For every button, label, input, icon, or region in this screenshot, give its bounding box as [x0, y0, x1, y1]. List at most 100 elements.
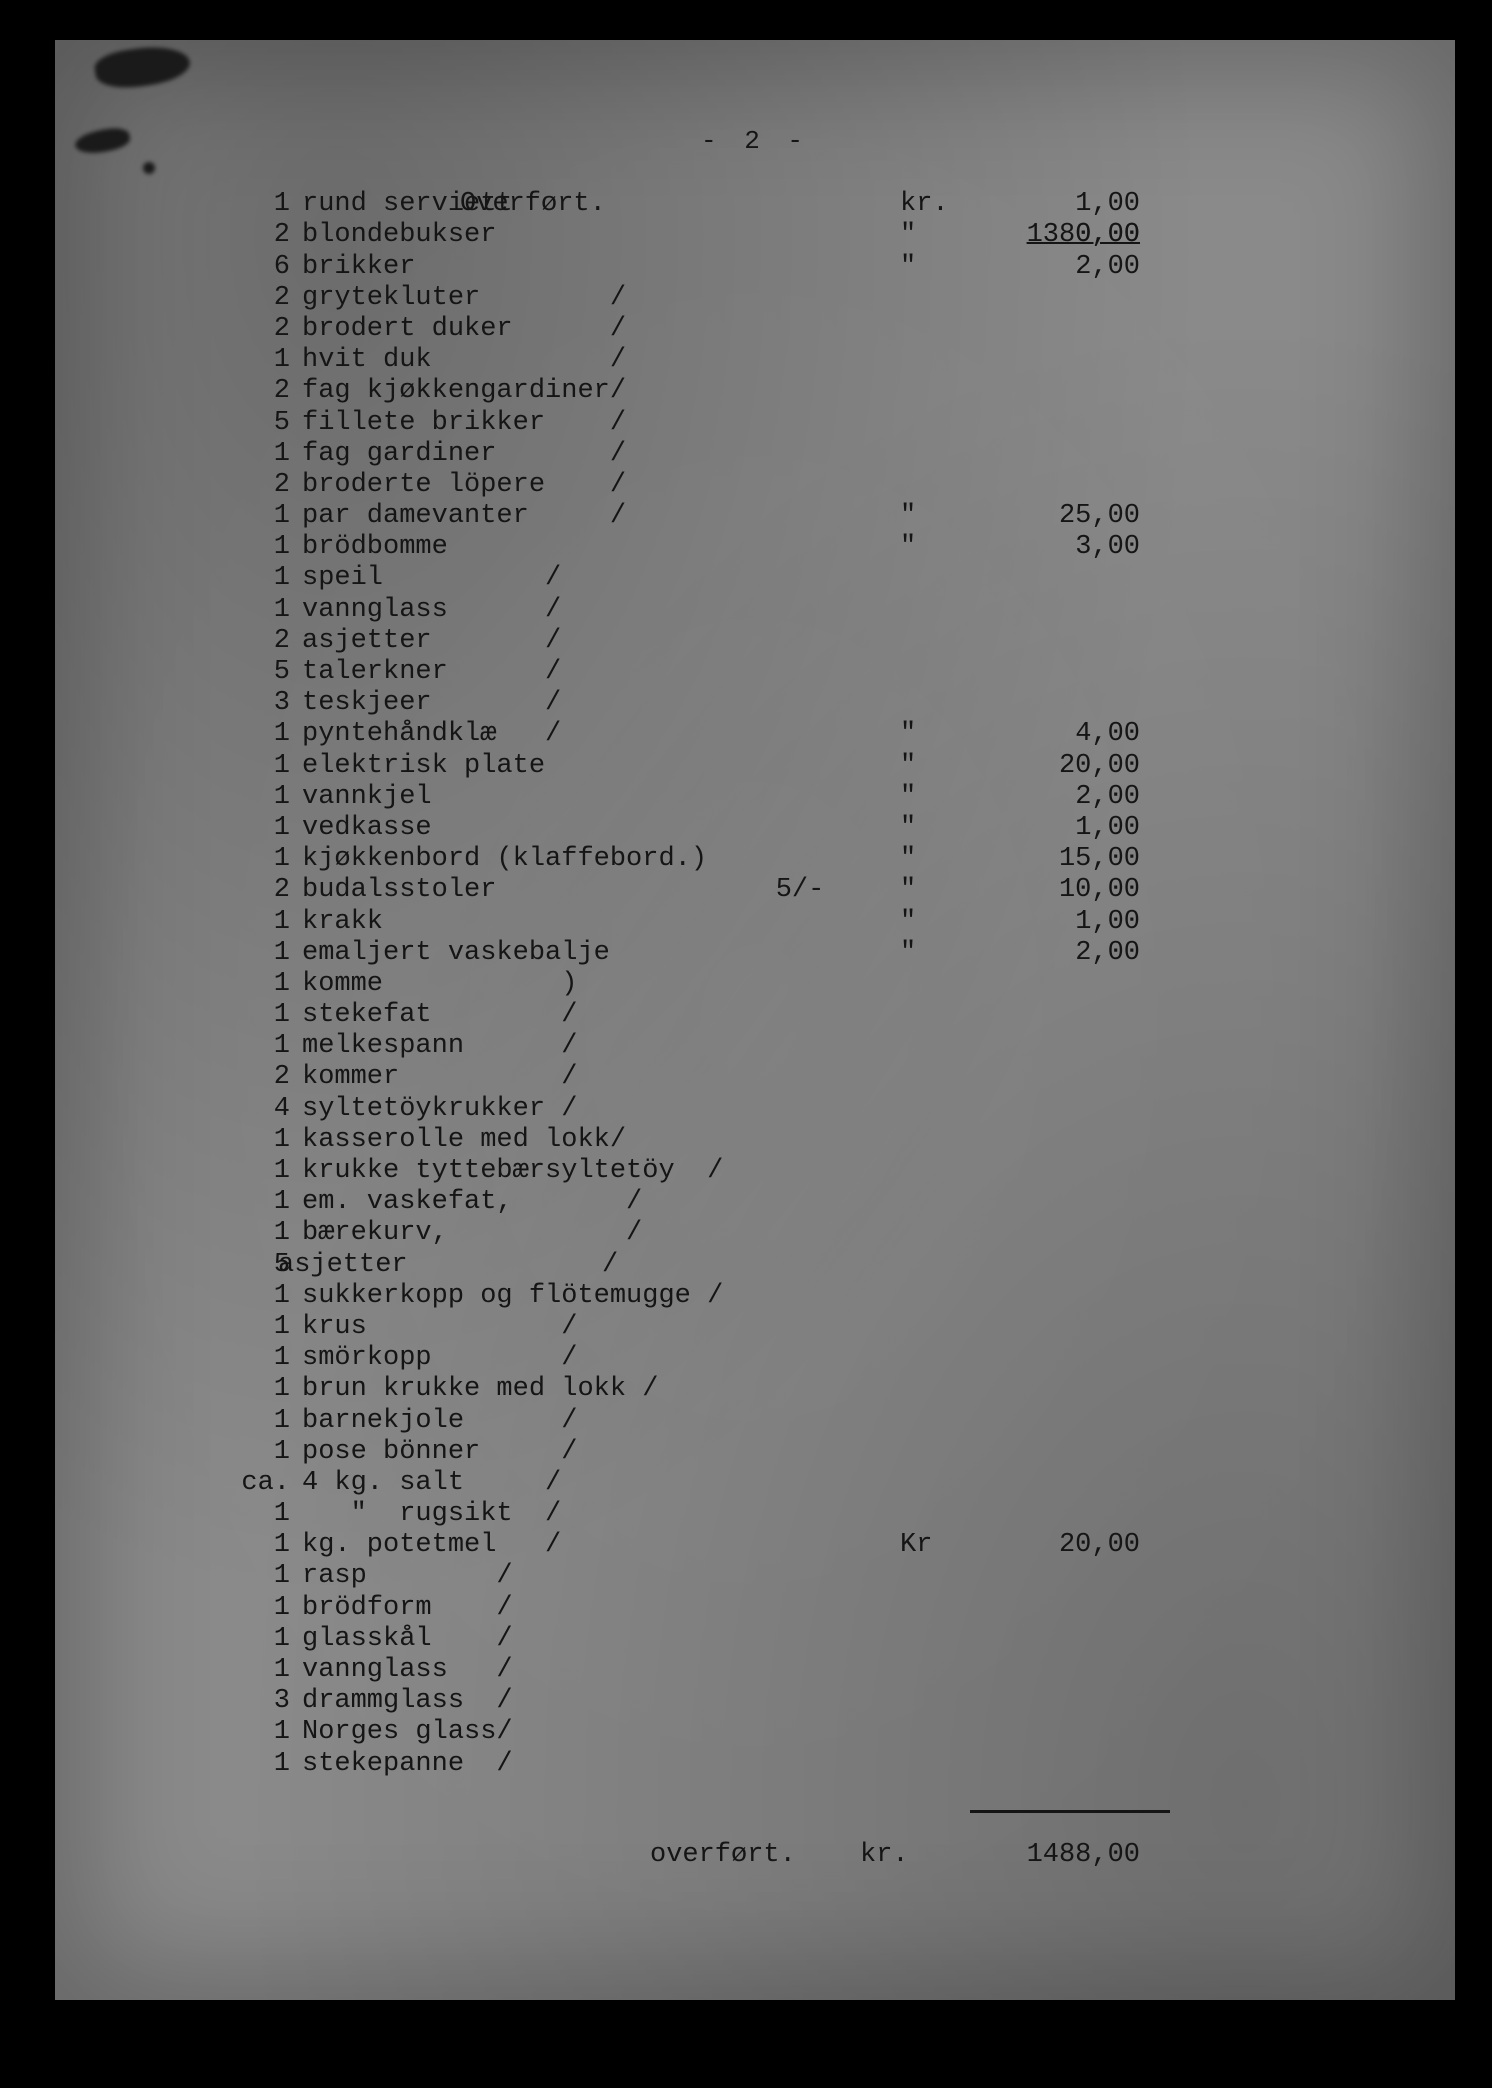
row-qty: 3: [220, 688, 290, 719]
ledger-row: ca.4 kg. salt /: [220, 1468, 1320, 1499]
row-description: krukke tyttebærsyltetöy /: [302, 1156, 922, 1187]
row-qty: 1: [220, 1749, 290, 1780]
row-qty: 1: [220, 1655, 290, 1686]
row-description: vannglass /: [302, 595, 922, 626]
row-description: fag gardiner /: [302, 439, 922, 470]
subtotal-rule: [970, 1810, 1170, 1813]
row-qty: 2: [220, 626, 290, 657]
row-qty: 1: [220, 813, 290, 844]
ledger-row: 2 asjetter /: [220, 626, 1320, 657]
row-description: rasp /: [302, 1561, 922, 1592]
row-description: kasserolle med lokk/: [302, 1125, 922, 1156]
row-qty: 5: [220, 408, 290, 439]
row-qty: 2: [220, 875, 290, 906]
row-qty: 3: [220, 1686, 290, 1717]
row-description: brikker: [302, 252, 922, 283]
ledger-row: 1pyntehåndklæ /"4,00: [220, 719, 1320, 750]
row-amount: 20,00: [980, 1530, 1140, 1561]
ledger-row: 1bærekurv, /: [220, 1218, 1320, 1249]
row-description: talerkner /: [302, 657, 922, 688]
row-currency: ": [900, 844, 970, 875]
row-qty: 1: [220, 1717, 290, 1748]
row-qty: 1: [220, 1187, 290, 1218]
row-qty: 1: [220, 439, 290, 470]
row-qty: 4: [220, 1094, 290, 1125]
row-qty: 2: [220, 283, 290, 314]
row-amount: 2,00: [980, 938, 1140, 969]
row-description: stekefat /: [302, 1000, 922, 1031]
row-qty: 2: [220, 314, 290, 345]
ledger-row: 5asjetter /: [220, 1250, 1320, 1281]
row-qty: 6: [220, 252, 290, 283]
row-description: kommer /: [302, 1062, 922, 1093]
ink-smudge: [143, 162, 155, 174]
row-description: brödbomme: [302, 532, 922, 563]
carried-forward-header: Overført. 1380,00: [220, 158, 1320, 189]
ledger-row: 1 fag gardiner /: [220, 439, 1320, 470]
row-qty: 5: [220, 657, 290, 688]
row-description: fillete brikker /: [302, 408, 922, 439]
row-description: syltetöykrukker /: [302, 1094, 922, 1125]
ledger-row: 3drammglass /: [220, 1686, 1320, 1717]
row-qty: ca.: [220, 1468, 290, 1499]
row-amount: 2,00: [980, 782, 1140, 813]
row-description: fag kjøkkengardiner/: [302, 376, 922, 407]
ledger-row: 2budalsstoler5/-"10,00: [220, 875, 1320, 906]
footer-label: overført.: [650, 1840, 796, 1871]
row-description: komme ): [302, 969, 922, 1000]
row-description: pose bönner /: [302, 1437, 922, 1468]
row-description: kjøkkenbord (klaffebord.): [302, 844, 922, 875]
ledger-row: 1sukkerkopp og flötemugge /: [220, 1281, 1320, 1312]
footer-amount: 1488,00: [980, 1840, 1140, 1871]
ledger-row: 3 teskjeer /: [220, 688, 1320, 719]
row-qty: 1: [220, 1499, 290, 1530]
row-description: glasskål /: [302, 1624, 922, 1655]
ledger-content: Overført. 1380,00 1rund serviettkr.1,002…: [220, 158, 1320, 1840]
ledger-row: 1rasp /: [220, 1561, 1320, 1592]
row-qty: 1: [220, 1031, 290, 1062]
row-currency: ": [900, 252, 970, 283]
ledger-row: 1krus /: [220, 1312, 1320, 1343]
row-qty: 1: [220, 1624, 290, 1655]
row-amount: 2,00: [980, 252, 1140, 283]
carried-forward-footer: overført. kr. 1488,00: [220, 1840, 1320, 1871]
row-description: bærekurv, /: [302, 1218, 922, 1249]
row-description: hvit duk /: [302, 345, 922, 376]
ledger-row: 1hvit duk /: [220, 345, 1320, 376]
row-qty: 1: [220, 189, 290, 220]
row-qty: 1: [220, 1437, 290, 1468]
ledger-row: 1stekefat /: [220, 1000, 1320, 1031]
row-description: teskjeer /: [302, 688, 922, 719]
row-amount: 0,00: [980, 220, 1140, 251]
row-qty: 1: [220, 751, 290, 782]
ledger-row: 2brodert duker /: [220, 314, 1320, 345]
row-qty: 1: [220, 1530, 290, 1561]
row-qty: 2: [220, 220, 290, 251]
row-description: asjetter /: [278, 1250, 898, 1281]
ledger-row: 5 fillete brikker /: [220, 408, 1320, 439]
row-description: asjetter /: [302, 626, 922, 657]
row-currency: kr.: [900, 189, 970, 220]
row-description: brun krukke med lokk /: [302, 1374, 922, 1405]
row-currency: ": [900, 782, 970, 813]
row-description: broderte löpere /: [302, 470, 922, 501]
row-currency: ": [900, 532, 970, 563]
ledger-row: 1kasserolle med lokk/: [220, 1125, 1320, 1156]
row-description: melkespann /: [302, 1031, 922, 1062]
ledger-row: 1 pose bönner /: [220, 1437, 1320, 1468]
ledger-row: 1kjøkkenbord (klaffebord.)"15,00: [220, 844, 1320, 875]
ledger-row: 1brödform /: [220, 1593, 1320, 1624]
row-description: grytekluter /: [302, 283, 922, 314]
row-currency: ": [900, 501, 970, 532]
row-description: vedkasse: [302, 813, 922, 844]
row-qty: 1: [220, 1593, 290, 1624]
row-currency: Kr: [900, 1530, 970, 1561]
row-description: barnekjole /: [302, 1406, 922, 1437]
row-currency: ": [900, 938, 970, 969]
row-amount: 1,00: [980, 813, 1140, 844]
ledger-rows: 1rund serviettkr.1,002blondebukser"0,006…: [220, 189, 1320, 1780]
ledger-row: 1vannkjel"2,00: [220, 782, 1320, 813]
row-qty: 1: [220, 563, 290, 594]
row-qty: 1: [220, 532, 290, 563]
row-description: speil /: [302, 563, 922, 594]
